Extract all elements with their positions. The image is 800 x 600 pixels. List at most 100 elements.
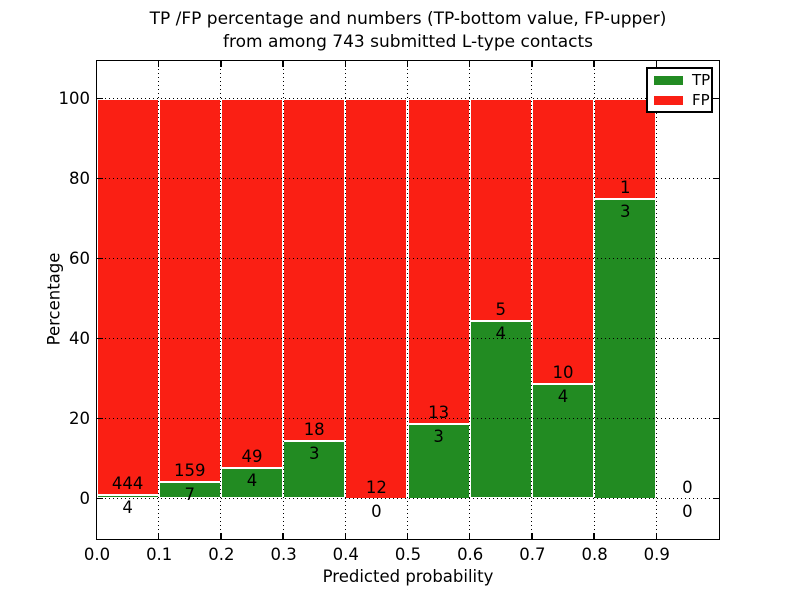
- x-tick-label: 0.0: [83, 545, 111, 564]
- x-tick-mark: [468, 60, 471, 67]
- fp-count-label: 49: [241, 447, 263, 467]
- legend-fp-swatch-icon: [654, 95, 683, 105]
- x-axis-title: Predicted probability: [322, 567, 494, 586]
- x-tick-mark: [406, 60, 409, 67]
- x-tick-mark: [593, 532, 595, 539]
- fp-count-label: 13: [428, 402, 450, 422]
- tp-count-label: 4: [495, 323, 507, 343]
- chart-title-line-1: TP /FP percentage and numbers (TP-bottom…: [149, 9, 667, 29]
- x-tick-mark: [157, 532, 160, 539]
- y-tick-mark: [712, 257, 719, 260]
- x-tick-label: 0.9: [643, 545, 670, 564]
- x-tick-mark: [95, 60, 98, 67]
- y-tick-label: 60: [69, 249, 90, 268]
- y-tick-label: 80: [69, 169, 90, 188]
- tp-count-label: 0: [371, 501, 382, 521]
- gridline-vertical: [593, 60, 595, 539]
- bar-fp-segment: [407, 98, 470, 424]
- y-tick-mark: [96, 417, 103, 420]
- legend: TP FP: [646, 67, 713, 113]
- x-tick-label: 0.8: [581, 545, 608, 564]
- x-tick-mark: [531, 532, 533, 539]
- legend-item-tp: TP: [654, 71, 711, 89]
- tp-count-label: 3: [433, 426, 444, 446]
- legend-tp-label: TP: [692, 70, 711, 89]
- bar-fp-segment: [469, 98, 532, 321]
- bar-tp-segment: [158, 481, 221, 499]
- gridline-vertical: [531, 60, 533, 539]
- bar-fp-segment: [594, 98, 657, 199]
- x-tick-label: 0.5: [394, 545, 422, 564]
- chart-title-line-2: from among 743 submitted L-type contacts: [222, 32, 593, 52]
- fp-count-label: 444: [111, 473, 144, 493]
- x-tick-mark: [655, 532, 658, 539]
- legend-item-fp: FP: [654, 91, 711, 109]
- y-tick-mark: [712, 417, 719, 420]
- bar-fp-segment: [158, 98, 221, 482]
- x-tick-mark: [282, 60, 284, 67]
- bar-fp-segment: [531, 98, 595, 385]
- plot-area: 444 4 159 7 49 4 18 3 12 0 13 3 5 4 10 4 1 3 0 0: [95, 59, 720, 540]
- tp-count-label: 0: [682, 501, 693, 521]
- x-tick-mark: [220, 60, 222, 67]
- bar-tp-segment: [594, 198, 657, 499]
- gridline-vertical: [344, 60, 346, 539]
- gridline-vertical: [158, 60, 160, 539]
- x-tick-mark: [344, 532, 347, 539]
- y-tick-mark: [96, 497, 103, 500]
- tp-count-label: 4: [122, 497, 133, 517]
- bar-tp-segment: [469, 320, 532, 499]
- x-tick-mark: [220, 532, 222, 539]
- x-tick-label: 0.2: [208, 545, 235, 564]
- x-tick-mark: [282, 532, 284, 539]
- tp-count-label: 4: [557, 387, 569, 407]
- x-tick-mark: [531, 60, 533, 67]
- y-tick-mark: [96, 97, 103, 100]
- fp-count-label: 10: [552, 363, 574, 383]
- x-tick-mark: [157, 60, 160, 67]
- x-tick-label: 0.3: [270, 545, 297, 564]
- x-tick-label: 0.4: [332, 545, 359, 564]
- gridline-vertical: [220, 60, 222, 539]
- y-tick-label: 0: [79, 489, 91, 508]
- x-tick-mark: [468, 532, 471, 539]
- x-tick-label: 0.1: [146, 545, 173, 564]
- y-tick-label: 100: [58, 89, 91, 108]
- y-tick-mark: [712, 337, 719, 340]
- fp-count-label: 1: [619, 177, 631, 197]
- y-tick-mark: [96, 257, 103, 260]
- y-tick-mark: [712, 497, 719, 500]
- y-tick-label: 40: [69, 329, 90, 348]
- gridline-vertical: [407, 60, 408, 539]
- bar-fp-segment: [283, 98, 346, 442]
- tp-count-label: 3: [619, 201, 631, 221]
- y-tick-label: 20: [69, 409, 90, 428]
- x-tick-mark: [344, 60, 347, 67]
- gridline-vertical: [655, 60, 657, 539]
- bar-fp-segment: [345, 98, 408, 499]
- x-tick-mark: [406, 532, 409, 539]
- tp-count-label: 3: [308, 444, 320, 464]
- fp-count-label: 18: [303, 420, 325, 440]
- bar-fp-segment: [220, 98, 284, 469]
- fp-count-label: 0: [682, 477, 693, 497]
- bar-tp-segment: [283, 441, 346, 499]
- x-tick-mark: [95, 532, 98, 539]
- fp-count-label: 12: [365, 477, 387, 497]
- legend-tp-swatch-icon: [654, 75, 683, 85]
- x-tick-label: 0.6: [457, 545, 484, 564]
- y-tick-mark: [712, 97, 719, 100]
- y-tick-mark: [712, 177, 719, 180]
- tp-count-label: 7: [184, 484, 196, 504]
- bar-tp-segment: [531, 384, 595, 499]
- tp-count-label: 4: [246, 471, 258, 491]
- y-tick-mark: [96, 337, 103, 340]
- bar-fp-segment: [96, 98, 159, 495]
- gridline-vertical: [282, 60, 284, 539]
- x-tick-mark: [655, 60, 658, 67]
- bar-tp-segment: [220, 468, 284, 499]
- x-tick-mark: [593, 60, 595, 67]
- bar-tp-segment: [407, 423, 470, 499]
- legend-fp-label: FP: [692, 90, 710, 109]
